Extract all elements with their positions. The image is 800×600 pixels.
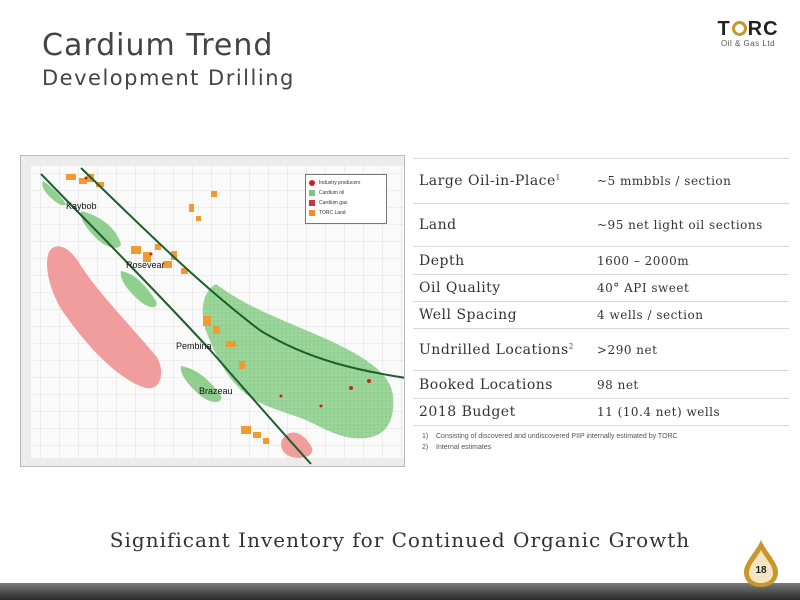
footnote: 1) Consisting of discovered and undiscove… bbox=[422, 433, 678, 440]
table-row: Undrilled Locations2 >290 net bbox=[413, 328, 789, 371]
legend-swatch bbox=[309, 190, 315, 196]
map-label-brazeau: Brazeau bbox=[199, 386, 233, 396]
fact-value: 40° API sweet bbox=[595, 274, 789, 302]
footnotes: 1) Consisting of discovered and undiscove… bbox=[422, 431, 678, 453]
logo-subtitle: Oil & Gas Ltd bbox=[720, 39, 776, 48]
legend-label: TORC Land bbox=[319, 210, 346, 216]
legend-swatch bbox=[309, 200, 315, 206]
slide-subtitle: Development Drilling bbox=[42, 66, 295, 90]
page-number: 18 bbox=[755, 565, 767, 576]
facts-table: Large Oil-in-Place1 ~5 mmbbls / section … bbox=[413, 158, 789, 426]
oil-drop-icon bbox=[744, 540, 778, 587]
legend-item: Cardium gas bbox=[309, 198, 383, 208]
fact-label: Oil Quality bbox=[413, 274, 595, 302]
company-logo: T RC Oil & Gas Ltd bbox=[708, 18, 788, 54]
fact-value: >290 net bbox=[595, 328, 789, 371]
oil-fairway-rosevear bbox=[120, 271, 157, 308]
legend-item: Cardium oil bbox=[309, 188, 383, 198]
footer-bar bbox=[0, 583, 800, 600]
slide-tagline: Significant Inventory for Continued Orga… bbox=[109, 528, 691, 552]
legend-item: TORC Land bbox=[309, 208, 383, 218]
fact-label: 2018 Budget bbox=[413, 398, 595, 426]
cardium-trend-line-east bbox=[80, 167, 404, 379]
fact-label: Large Oil-in-Place1 bbox=[413, 158, 595, 204]
fact-value: 11 (10.4 net) wells bbox=[595, 398, 789, 426]
fact-value: 1600 – 2000m bbox=[595, 246, 789, 275]
legend-label: Cardium oil bbox=[319, 190, 345, 196]
map-label-rosevear: Rosevear bbox=[126, 260, 165, 270]
left-township-axis bbox=[21, 156, 31, 466]
legend-swatch bbox=[309, 210, 315, 216]
industry-producer-dots bbox=[84, 176, 371, 408]
map-legend: Industry producers Cardium oil Cardium g… bbox=[305, 174, 387, 224]
fact-label: Depth bbox=[413, 246, 595, 275]
legend-label: Industry producers bbox=[319, 180, 361, 186]
slide-title: Cardium Trend bbox=[42, 28, 274, 63]
table-row: 2018 Budget 11 (10.4 net) wells bbox=[413, 398, 789, 426]
table-row: Booked Locations 98 net bbox=[413, 370, 789, 399]
legend-item: Industry producers bbox=[309, 178, 383, 188]
map-label-kaybob: Kaybob bbox=[66, 201, 97, 211]
table-row: Large Oil-in-Place1 ~5 mmbbls / section bbox=[413, 158, 789, 204]
fact-label: Booked Locations bbox=[413, 370, 595, 399]
fact-value: 98 net bbox=[595, 370, 789, 399]
table-row: Oil Quality 40° API sweet bbox=[413, 274, 789, 302]
table-row: Land ~95 net light oil sections bbox=[413, 203, 789, 247]
fact-value: ~5 mmbbls / section bbox=[595, 158, 789, 204]
top-range-axis bbox=[21, 156, 404, 166]
legend-swatch bbox=[309, 180, 315, 186]
cardium-trend-line-west bbox=[40, 173, 312, 465]
oil-fairway-brazeau bbox=[180, 366, 222, 402]
footnote: 2) Internal estimates bbox=[422, 444, 492, 451]
logo-ring-icon bbox=[731, 21, 747, 36]
gas-fairway-main bbox=[46, 246, 162, 389]
cardium-map: Kaybob Rosevear Pembina Brazeau Industry… bbox=[20, 155, 405, 467]
table-row: Well Spacing 4 wells / section bbox=[413, 301, 789, 329]
fact-label: Land bbox=[413, 203, 595, 247]
legend-label: Cardium gas bbox=[319, 200, 348, 206]
oil-fairway-kaybob bbox=[80, 211, 121, 248]
logo-wordmark: T RC bbox=[717, 18, 779, 40]
fact-value: ~95 net light oil sections bbox=[595, 203, 789, 247]
fact-value: 4 wells / section bbox=[595, 301, 789, 329]
oil-fairway-north bbox=[42, 181, 66, 206]
map-label-pembina: Pembina bbox=[176, 341, 212, 351]
fact-label: Well Spacing bbox=[413, 301, 595, 329]
table-row: Depth 1600 – 2000m bbox=[413, 246, 789, 275]
fact-label: Undrilled Locations2 bbox=[413, 328, 595, 371]
bottom-range-axis bbox=[21, 458, 404, 466]
